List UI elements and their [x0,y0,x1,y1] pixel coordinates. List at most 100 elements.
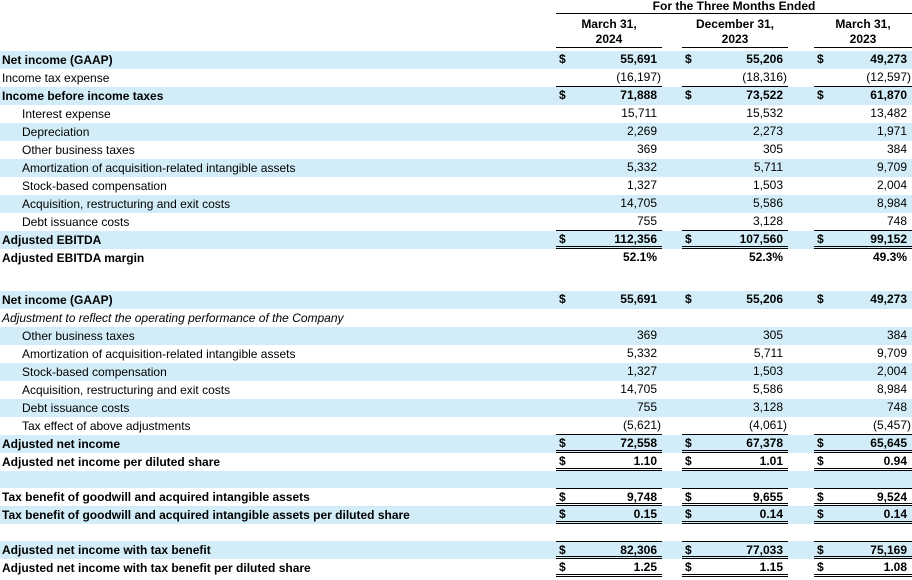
cell-value: 15,532 [746,106,783,120]
dollar-sign: $ [559,507,566,521]
spacer-row [0,471,912,488]
dollar-sign: $ [559,436,566,450]
period-columns: For the Three Months Ended March 31, 202… [556,0,912,51]
value-cell: $0.14 [682,506,788,524]
dollar-sign: $ [685,292,692,306]
table-row: Amortization of acquisition-related inta… [0,159,912,177]
table-row: Stock-based compensation 1,327 1,503 2,004 [0,363,912,381]
value-cell: (5,621) [556,417,662,435]
value-cell: 3,128 [682,399,788,417]
cell-value: 3,128 [752,214,783,228]
value-cell: $55,206 [682,291,788,309]
cell-value: 72,558 [620,436,657,450]
dollar-sign: $ [559,454,566,468]
table-row: Amortization of acquisition-related inta… [0,345,912,363]
table-row: Adjustment to reflect the operating perf… [0,309,912,327]
cell-value: 15,711 [621,106,657,120]
row-label: Debt issuance costs [22,401,130,415]
cell-value: (4,061) [748,418,787,432]
cell-value: 82,306 [620,543,657,557]
dollar-sign: $ [685,232,692,246]
row-label: Interest expense [22,107,111,121]
value-cell: (18,316) [682,69,788,87]
value-cell: $99,152 [814,231,912,249]
row-label: Adjusted net income with tax benefit [2,543,211,557]
row-label: Stock-based compensation [22,365,167,379]
value-cell: $55,206 [682,51,788,69]
column-gap [788,14,814,48]
table-row: Tax effect of above adjustments (5,621) (4… [0,417,912,435]
value-cell: 305 [682,141,788,159]
cell-value: 5,711 [753,160,783,174]
dollar-sign: $ [817,543,824,557]
value-cell: $55,691 [556,291,662,309]
value-cell: $49,273 [814,291,912,309]
dollar-sign: $ [559,232,566,246]
spacer-row [0,524,912,541]
cell-value: 49,273 [870,52,907,66]
table-row: Other business taxes 369 305 384 [0,141,912,159]
cell-value: 107,560 [739,232,783,246]
value-cell: 52.3% [682,249,788,267]
dollar-sign: $ [817,490,824,504]
spacer-row [0,267,912,291]
cell-value: 55,206 [746,292,783,306]
column-header-3: March 31, 2023 [814,14,912,48]
value-cell: 13,482 [814,105,912,123]
cell-value: 305 [762,328,783,342]
row-label: Depreciation [22,125,90,139]
cell-value: 1.10 [633,454,657,468]
cell-value: 55,691 [620,292,657,306]
dollar-sign: $ [559,292,566,306]
cell-value: 369 [636,142,657,156]
column-year: 2023 [814,32,912,48]
cell-value: 2,004 [876,178,907,192]
cell-value: 305 [762,142,783,156]
cell-value: 99,152 [870,232,907,246]
dollar-sign: $ [685,454,692,468]
column-year: 2023 [682,32,788,48]
value-cell: 1,971 [814,123,912,141]
row-label: Acquisition, restructuring and exit cost… [22,383,231,397]
cell-value: 748 [886,214,907,228]
row-label: Amortization of acquisition-related inta… [22,347,296,361]
row-label: Adjusted net income with tax benefit per… [2,561,311,575]
column-month: March 31, [835,17,891,31]
cell-value: 52.1% [622,250,657,264]
table-header: For the Three Months Ended March 31, 202… [0,0,912,51]
row-label: Adjusted EBITDA [2,233,102,247]
value-cell: $1.01 [682,453,788,471]
value-cell: 1,327 [556,363,662,381]
cell-value: 1,327 [626,178,657,192]
table-row: Debt issuance costs 755 3,128 748 [0,213,912,231]
cell-value: 755 [636,400,657,414]
table-row: Other business taxes 369 305 384 [0,327,912,345]
table-row: Adjusted EBITDA margin 52.1% 52.3% 49.3% [0,249,912,267]
value-cell: 15,532 [682,105,788,123]
column-header-1: March 31, 2024 [556,14,662,48]
cell-value: 1.25 [633,560,657,574]
table-row: Net income (GAAP) $55,691 $55,206 $49,273 [0,51,912,69]
cell-value: (5,457) [872,418,911,432]
value-cell: $9,748 [556,488,662,506]
cell-value: 0.94 [883,454,907,468]
row-label: Adjusted net income [2,437,121,451]
value-cell: 14,705 [556,195,662,213]
cell-value: 55,206 [746,52,783,66]
row-label: Net income (GAAP) [2,293,113,307]
cell-value: 384 [886,142,907,156]
cell-value: 1.08 [883,560,907,574]
dollar-sign: $ [817,454,824,468]
cell-value: (16,197) [616,70,661,84]
dollar-sign: $ [559,490,566,504]
value-cell: $0.15 [556,506,662,524]
dollar-sign: $ [817,560,824,574]
cell-value: 8,984 [876,196,907,210]
value-cell: $75,169 [814,541,912,559]
cell-value: 73,522 [746,88,783,102]
value-cell: $112,356 [556,231,662,249]
value-cell: (4,061) [682,417,788,435]
value-cell: 384 [814,327,912,345]
cell-value: 55,691 [620,52,657,66]
dollar-sign: $ [685,490,692,504]
